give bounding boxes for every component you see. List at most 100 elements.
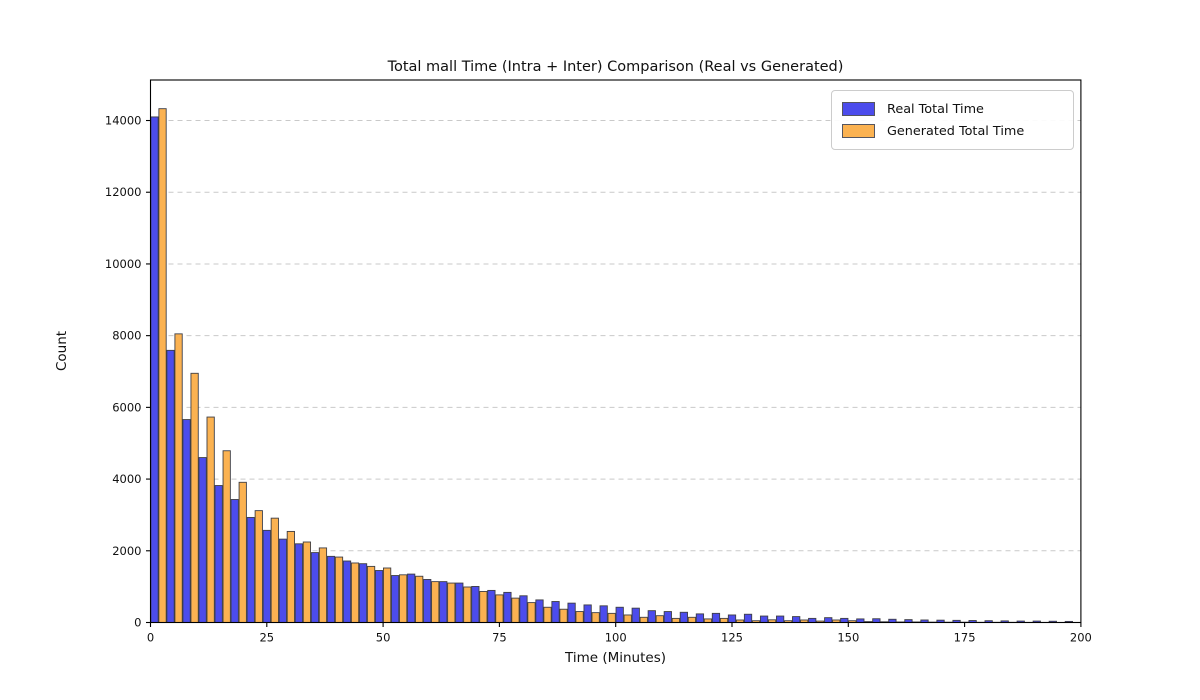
hist-bar (776, 615, 785, 623)
hist-bar (824, 617, 833, 623)
hist-bar (150, 116, 159, 623)
hist-bar (479, 591, 488, 623)
hist-bar (655, 615, 664, 623)
y-tick-label: 4000 (112, 472, 141, 486)
hist-bar (567, 602, 576, 623)
hist-bar (679, 611, 688, 623)
gridlines (150, 120, 1081, 552)
hist-bar (519, 595, 528, 623)
hist-bar (551, 601, 560, 623)
hist-bar (262, 529, 271, 623)
hist-bar (166, 349, 175, 623)
hist-bar (583, 604, 592, 623)
y-tick-label: 2000 (112, 544, 141, 558)
x-axis-label: Time (Minutes) (564, 650, 666, 666)
hist-bar (238, 481, 247, 623)
hist-bar (214, 485, 223, 623)
y-tick-label: 6000 (112, 400, 141, 414)
hist-bar (711, 612, 721, 623)
hist-bar (246, 516, 255, 623)
hist-bar (575, 611, 584, 623)
hist-bar (158, 108, 167, 623)
hist-bar (334, 556, 344, 623)
hist-bar (206, 416, 215, 623)
hist-bar (198, 457, 207, 623)
y-tick-label: 14000 (105, 114, 142, 128)
x-tick-label: 50 (376, 631, 391, 645)
hist-bar (639, 616, 648, 623)
legend-swatch-real (842, 102, 875, 116)
hist-bar (318, 547, 328, 623)
x-tick-label: 200 (1070, 631, 1092, 645)
y-tick-label: 12000 (105, 185, 142, 199)
hist-bar (872, 618, 881, 623)
hist-bar (423, 579, 432, 623)
hist-bar (350, 562, 360, 623)
hist-bar (743, 613, 753, 623)
hist-bar (366, 565, 376, 623)
x-tick-label: 0 (147, 631, 154, 645)
hist-bar (527, 602, 536, 623)
legend-label-generated: Generated Total Time (887, 123, 1025, 139)
hist-bar (591, 612, 600, 623)
hist-bar (278, 538, 287, 623)
hist-bar (383, 567, 392, 623)
legend-item-real: Real Total Time (842, 98, 1063, 120)
hist-bar (222, 450, 231, 623)
hist-bar (190, 372, 199, 623)
hist-bar (840, 617, 849, 623)
hist-bar (719, 617, 729, 623)
hist-bar (671, 617, 680, 623)
y-axis-label: Count (54, 330, 70, 372)
hist-bar (254, 510, 263, 623)
legend-label-real: Real Total Time (887, 101, 984, 117)
hist-bar (415, 575, 424, 623)
hist-bar (391, 575, 400, 623)
hist-bar (792, 616, 801, 623)
hist-bar (374, 570, 384, 623)
x-tick-label: 75 (492, 631, 507, 645)
x-tick-label: 25 (259, 631, 274, 645)
hist-bar (286, 530, 295, 623)
hist-bar (182, 419, 191, 623)
hist-bar (599, 605, 608, 623)
hist-bar (647, 610, 656, 623)
y-tick-label: 0 (134, 616, 141, 630)
legend-item-generated: Generated Total Time (842, 120, 1063, 142)
hist-bar (607, 612, 616, 623)
hist-bar (663, 611, 672, 623)
hist-bar (615, 606, 624, 623)
legend-swatch-generated (842, 124, 875, 138)
hist-bar (407, 573, 416, 623)
hist-bar (727, 614, 737, 623)
x-tick-label: 100 (605, 631, 627, 645)
hist-bar (543, 606, 552, 623)
hist-bar (759, 615, 769, 623)
hist-bar (687, 616, 697, 623)
hist-bar (294, 543, 303, 623)
hist-bar (302, 541, 312, 623)
hist-bar (511, 597, 520, 623)
hist-bar (495, 594, 504, 623)
hist-bar (631, 607, 640, 623)
hist-bar (487, 589, 496, 623)
hist-bar (535, 599, 544, 623)
hist-bar (463, 586, 472, 623)
legend: Real Total Time Generated Total Time (831, 90, 1074, 150)
hist-bar (270, 517, 279, 623)
hist-bar (455, 582, 464, 623)
hist-bar (471, 586, 480, 623)
x-tick-label: 125 (721, 631, 743, 645)
hist-bar (431, 581, 440, 623)
hist-bar (623, 614, 632, 623)
hist-bar (358, 563, 368, 623)
hist-bar (230, 499, 239, 623)
y-tick-label: 8000 (112, 329, 141, 343)
hist-bar (559, 608, 568, 623)
hist-bar (326, 555, 336, 623)
hist-bar (808, 617, 817, 623)
hist-bar (447, 582, 456, 623)
hist-bar (310, 552, 320, 623)
